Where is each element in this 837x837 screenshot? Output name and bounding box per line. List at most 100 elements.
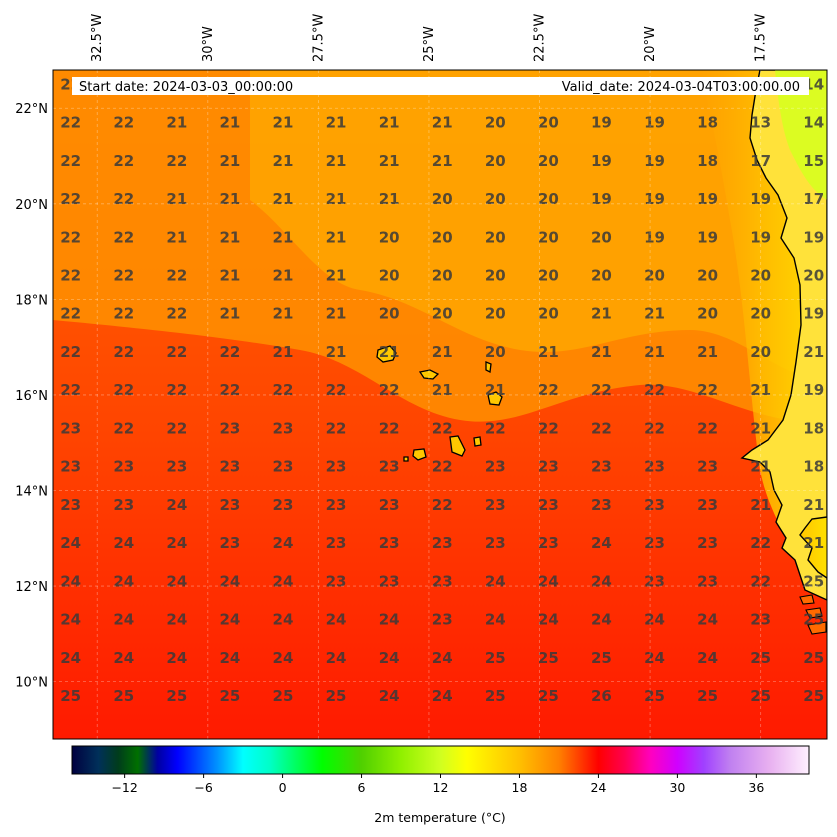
temp-value-r1-c4: 21 [273, 114, 294, 132]
temp-value-r16-c3: 25 [219, 687, 240, 705]
temp-value-r6-c2: 22 [166, 305, 187, 323]
temp-value-r4-c13: 19 [750, 228, 771, 246]
temp-value-r7-c3: 22 [219, 343, 240, 361]
temp-value-r5-c5: 21 [326, 266, 347, 284]
temp-value-r5-c6: 20 [379, 266, 400, 284]
temp-value-r14-c11: 24 [644, 611, 665, 629]
temp-value-r15-c6: 24 [379, 649, 400, 667]
temp-value-r9-c2: 22 [166, 419, 187, 437]
temp-value-r7-c5: 21 [326, 343, 347, 361]
temp-value-r14-c2: 24 [166, 611, 187, 629]
temp-value-r15-c2: 24 [166, 649, 187, 667]
temp-value-r13-c7: 23 [432, 572, 453, 590]
temp-value-r3-c6: 21 [379, 190, 400, 208]
temp-value-r7-c9: 21 [538, 343, 559, 361]
lat-axis-labels: 22°N 20°N 18°N 16°N 14°N 12°N 10°N [15, 102, 48, 690]
temp-value-r1-c9: 20 [538, 114, 559, 132]
colorbar-label: 2m temperature (°C) [374, 810, 505, 825]
temp-value-r2-c7: 21 [432, 152, 453, 170]
lon-axis-labels: 32.5°W 30°W 27.5°W 25°W 22.5°W 20°W 17.5°W [90, 14, 768, 62]
island-maio [473, 436, 482, 447]
temp-value-r9-c8: 22 [485, 419, 506, 437]
temp-value-r13-c9: 24 [538, 572, 559, 590]
temp-value-r9-c11: 22 [644, 419, 665, 437]
temp-value-r16-c12: 25 [697, 687, 718, 705]
temp-value-r2-c11: 19 [644, 152, 665, 170]
temp-value-r16-c8: 25 [485, 687, 506, 705]
temp-value-r9-c5: 22 [326, 419, 347, 437]
lon-label-1: 30°W [201, 26, 216, 62]
temp-value-r13-c11: 23 [644, 572, 665, 590]
temp-value-r1-c1: 22 [113, 114, 134, 132]
temp-value-r16-c9: 25 [538, 687, 559, 705]
temp-value-r6-c5: 21 [326, 305, 347, 323]
temp-value-r3-c13: 19 [750, 190, 771, 208]
island-brava [403, 456, 409, 462]
temp-value-r11-c13: 21 [750, 496, 771, 514]
start-date-label: Start date: 2024-03-03_00:00:00 [79, 80, 293, 95]
date-banner [72, 77, 809, 95]
temp-value-r13-c4: 24 [273, 572, 294, 590]
temp-value-r15-c11: 24 [644, 649, 665, 667]
temp-value-r8-c13: 21 [750, 381, 771, 399]
temp-value-r14-c8: 24 [485, 611, 506, 629]
temp-value-r8-c1: 22 [113, 381, 134, 399]
temp-value-r7-c6: 21 [379, 343, 400, 361]
temp-value-r9-c13: 21 [750, 419, 771, 437]
temp-value-r13-c0: 24 [60, 572, 81, 590]
temp-value-r13-c3: 24 [219, 572, 240, 590]
temp-value-r10-c8: 23 [485, 458, 506, 476]
temp-value-r2-c9: 20 [538, 152, 559, 170]
temp-value-r12-c1: 24 [113, 534, 134, 552]
temp-value-r16-c5: 25 [326, 687, 347, 705]
lat-label-1: 20°N [15, 198, 48, 213]
lon-label-5: 20°W [643, 26, 658, 62]
temp-value-r6-c9: 20 [538, 305, 559, 323]
temp-value-r4-c0: 22 [60, 228, 81, 246]
temp-value-r12-c11: 23 [644, 534, 665, 552]
temp-value-r5-c7: 20 [432, 266, 453, 284]
temp-value-r8-c3: 22 [219, 381, 240, 399]
temp-value-r8-c0: 22 [60, 381, 81, 399]
temp-value-r5-c14: 20 [803, 266, 824, 284]
temp-value-r8-c10: 22 [591, 381, 612, 399]
temp-value-r15-c12: 24 [697, 649, 718, 667]
temp-value-r11-c2: 24 [166, 496, 187, 514]
temp-value-r16-c6: 24 [379, 687, 400, 705]
temp-value-r2-c14: 15 [803, 152, 824, 170]
temp-value-r2-c3: 21 [219, 152, 240, 170]
temp-value-r3-c8: 20 [485, 190, 506, 208]
map-panel: 22 22 22 22 22 22 21 21 21 20 20 20 18 13 14 22 22 21 21 21… [53, 70, 827, 739]
temp-value-r16-c11: 25 [644, 687, 665, 705]
temp-value-r4-c7: 20 [432, 228, 453, 246]
temp-value-r3-c14: 17 [803, 190, 824, 208]
temp-value-r5-c10: 20 [591, 266, 612, 284]
temp-value-r12-c9: 23 [538, 534, 559, 552]
temp-value-r13-c5: 23 [326, 572, 347, 590]
temp-value-r12-c10: 24 [591, 534, 612, 552]
lat-label-2: 18°N [15, 293, 48, 308]
temp-value-r7-c7: 21 [432, 343, 453, 361]
temp-value-r2-c13: 17 [750, 152, 771, 170]
colorbar-tick-label-8: 36 [748, 780, 764, 795]
temp-value-r12-c6: 23 [379, 534, 400, 552]
temp-value-r13-c10: 24 [591, 572, 612, 590]
temp-value-r16-c4: 25 [273, 687, 294, 705]
temp-value-r3-c4: 21 [273, 190, 294, 208]
temp-value-r7-c2: 22 [166, 343, 187, 361]
temp-value-r3-c0: 22 [60, 190, 81, 208]
temp-value-r15-c1: 24 [113, 649, 134, 667]
temp-value-r10-c7: 22 [432, 458, 453, 476]
temp-value-r2-c10: 19 [591, 152, 612, 170]
temp-value-r4-c14: 19 [803, 228, 824, 246]
temp-value-r14-c7: 23 [432, 611, 453, 629]
temp-value-r4-c8: 20 [485, 228, 506, 246]
temp-value-r4-c10: 20 [591, 228, 612, 246]
temp-value-r15-c10: 25 [591, 649, 612, 667]
temp-value-r3-c10: 19 [591, 190, 612, 208]
temp-value-r9-c10: 22 [591, 419, 612, 437]
temp-value-r10-c14: 18 [803, 458, 824, 476]
temp-value-r3-c5: 21 [326, 190, 347, 208]
temp-value-r11-c11: 23 [644, 496, 665, 514]
temp-value-r3-c2: 21 [166, 190, 187, 208]
